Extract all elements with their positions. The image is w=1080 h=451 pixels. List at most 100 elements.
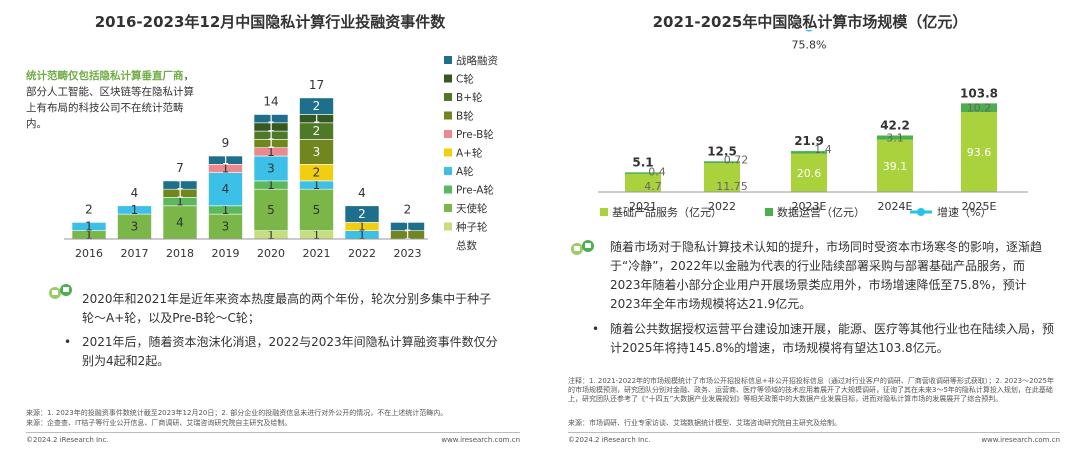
bar-segment [625, 173, 661, 192]
investment-events-chart: 1122016314201741117201831411920191513111… [64, 54, 498, 260]
bar-value-label: 4 [222, 182, 230, 196]
bar-total-label: 42.2 [880, 118, 910, 132]
bar-segment [208, 172, 243, 207]
bar-value-label: 1 [85, 220, 93, 234]
left-panel: 2016-2023年12月中国隐私计算行业投融资事件数 统计范畴仅包括隐私计算垂… [26, 13, 520, 444]
x-tick-label: 2018 [166, 247, 194, 260]
scope-note-text: ，部分人工智能、区块链等在隐私计算上有布局的科技公司不在统计范畴内。 [26, 70, 194, 130]
bar-segment [390, 222, 425, 231]
bar-total-label: 9 [222, 136, 230, 150]
x-tick-label: 2023E [792, 200, 827, 213]
bar-value-label: 3 [267, 161, 275, 175]
legend-swatch [444, 111, 452, 120]
bar-value-label: 39.1 [883, 160, 908, 173]
x-tick-label: 2021 [629, 200, 657, 213]
bar-value-label: 3 [131, 220, 139, 234]
bar-value-label: 20.6 [797, 167, 822, 180]
scope-note-highlight: 统计范畴仅包括隐私计算垂直厂商 [26, 70, 184, 82]
legend-swatch [444, 93, 452, 101]
bar-segment [344, 205, 380, 223]
bar-value-label: 1 [85, 228, 93, 242]
bar-segment [299, 188, 334, 231]
bar-value-label: 1 [267, 228, 275, 242]
bar-value-label: 1 [176, 178, 184, 192]
right-copyright: ©2024.2 iResearch Inc. [568, 436, 651, 444]
bar-value-label: 5 [313, 203, 321, 217]
left-bullet-1: 2020年和2021年是近年来资本热度最高的两个年份，轮次分别多集中于种子轮～A… [82, 292, 492, 325]
legend-label: B+轮 [456, 91, 483, 104]
legend-label: 基础产品服务（亿元） [612, 205, 722, 219]
bar-segment [117, 205, 152, 215]
bar-value-label: 1 [267, 145, 275, 159]
market-size-chart: 5.1 4.7 0.4 2021 12.5 11.75 0.72 2022 21.9 20.6 1.… [598, 30, 1028, 219]
left-footer-divider [26, 432, 520, 433]
left-source-2: 来源：企查查、IT桔子等行业公开信息、厂商调研、艾瑞咨询研究院自主研究及绘制。 [26, 419, 292, 427]
legend-swatch [444, 204, 452, 212]
bar-value-label: 1 [176, 186, 184, 200]
bar-total-label: 14 [263, 95, 278, 109]
x-tick-label: 2025E [962, 200, 997, 213]
legend-label: Pre-B轮 [456, 128, 494, 141]
bar-value-label: 2 [358, 207, 366, 221]
bar-value-label: 1 [131, 203, 139, 217]
bar-segment [253, 114, 289, 124]
bar-total-label: 5.1 [632, 155, 653, 169]
x-tick-label: 2017 [121, 247, 149, 260]
bullet-dot: • [592, 322, 600, 336]
x-tick-label: 2022 [708, 200, 736, 213]
x-tick-label: 2022 [348, 247, 376, 260]
legend-label: 种子轮 [456, 221, 488, 234]
bar-total-label: 4 [131, 186, 139, 200]
right-panel: 2021-2025年中国隐私计算市场规模（亿元） 5.1 4.7 0.4 2021 12… [540, 0, 1080, 451]
bar-value-label: 1 [313, 178, 321, 192]
bar-value-label: 0.4 [648, 165, 666, 178]
legend-label: 增速（%） [937, 205, 991, 219]
bar-segment [625, 172, 661, 174]
x-tick-label: 2024E [878, 200, 913, 213]
bar-value-label: 1 [313, 112, 321, 126]
left-bullet-2-text: 2021年后，随着资本泡沫化消退，2022与2023年间隐私计算融资事件数仅分别… [82, 335, 498, 368]
bar-segment [299, 97, 334, 115]
bar-segment [791, 151, 827, 154]
legend-swatch [444, 222, 452, 231]
bar-segment [877, 135, 913, 140]
right-footer-divider [568, 432, 1060, 433]
insight-icon [49, 284, 72, 299]
bar-total-label: 2 [85, 202, 93, 216]
bar-total-label: 17 [309, 78, 324, 92]
bar-segment [162, 205, 198, 240]
bar-value-label: 10.2 [967, 102, 992, 115]
bar-value-label: 1 [222, 161, 230, 175]
legend-label: C轮 [456, 73, 474, 86]
bar-segment [117, 213, 152, 240]
legend-label: Pre-A轮 [456, 184, 494, 197]
legend-marker [917, 208, 925, 216]
bar-segment [71, 222, 107, 231]
bar-segment [299, 139, 334, 165]
bar-value-label: 2 [313, 124, 321, 138]
legend-label: 天使轮 [456, 202, 488, 215]
right-bullet-2: • 随着公共数据授权运营平台建设加速开展，能源、医疗等其他行业也在陆续入局，预计2… [592, 320, 1055, 358]
left-bullet-2: • 2021年后，随着资本泡沫化消退，2022与2023年间隐私计算融资事件数仅分… [64, 333, 502, 371]
bar-value-label: 1 [404, 228, 412, 242]
insight-icon [571, 240, 594, 255]
legend-swatch [444, 185, 452, 194]
bar-segment [253, 155, 289, 182]
legend-swatch [765, 208, 773, 216]
bar-value-label: 1 [222, 203, 230, 217]
bar-value-label: 1 [404, 220, 412, 234]
bar-value-label: 93.6 [967, 146, 992, 159]
right-bullet-1: 随着市场对于隐私计算技术认知的提升，市场同时受资本市场寒冬的影响，逐渐趋于“冷静… [610, 240, 1043, 311]
bar-segment [208, 155, 243, 165]
legend-label: B轮 [456, 110, 474, 123]
bar-value-label: 11.75 [716, 180, 748, 193]
legend-label: A+轮 [456, 147, 483, 160]
x-tick-label: 2019 [212, 247, 240, 260]
bar-value-label: 1 [267, 128, 275, 142]
bullet-dot: • [64, 335, 72, 349]
legend-label: 总数 [456, 239, 477, 252]
investment-chart-title: 2016-2023年12月中国隐私计算行业投融资事件数 [94, 13, 446, 31]
bar-value-label: 1 [267, 137, 275, 151]
right-source: 来源：市场调研、行业专家访谈、艾瑞数据统计模型、艾瑞咨询研究院自主研究及绘制。 [568, 419, 841, 427]
bar-value-label: 3 [313, 145, 321, 159]
